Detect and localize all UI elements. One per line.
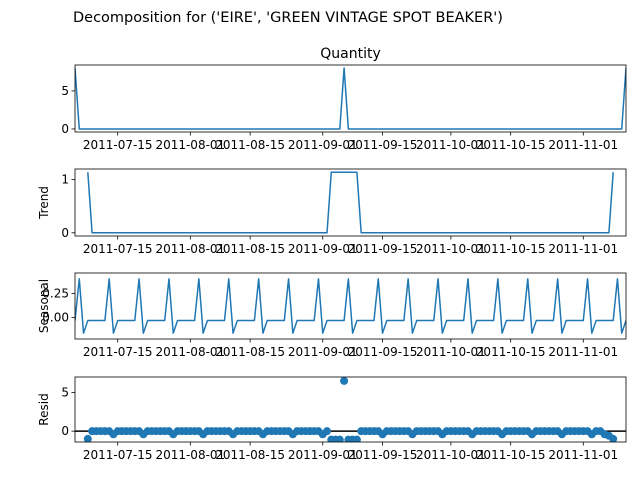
axes-frame <box>74 168 627 237</box>
x-tick-label: 2011-09-15 <box>348 138 418 152</box>
x-tick-label: 2011-10-01 <box>416 242 486 256</box>
x-tick-label: 2011-08-01 <box>155 448 225 462</box>
series-line <box>87 171 614 234</box>
x-tick-label: 2011-08-15 <box>215 448 285 462</box>
resid-point <box>609 434 618 442</box>
x-tick-label: 2011-11-01 <box>548 138 618 152</box>
x-tick-label: 2011-08-15 <box>215 345 285 359</box>
x-tick-label: 2011-10-01 <box>416 345 486 359</box>
x-tick-label: 2011-07-15 <box>83 242 153 256</box>
resid-point <box>335 435 344 442</box>
x-tick-label: 2011-07-15 <box>83 448 153 462</box>
y-tick-label: 5 <box>61 84 69 98</box>
resid-point <box>340 377 349 385</box>
x-tick-label: 2011-09-15 <box>348 345 418 359</box>
x-tick-label: 2011-10-01 <box>416 138 486 152</box>
x-tick-label: 2011-10-15 <box>476 345 546 359</box>
data-layer <box>75 67 626 130</box>
x-tick-label: 2011-07-15 <box>83 138 153 152</box>
x-tick-label: 2011-10-15 <box>476 138 546 152</box>
resid-point <box>352 435 361 442</box>
x-tick-label: 2011-09-01 <box>288 242 358 256</box>
data-layer <box>75 278 626 334</box>
data-layer <box>87 171 614 234</box>
data-layer <box>75 377 626 442</box>
x-tick-label: 2011-11-01 <box>548 448 618 462</box>
resid-point <box>83 434 92 442</box>
trend-axis-label: Trend <box>37 186 51 220</box>
series-line <box>75 67 626 130</box>
x-tick-label: 2011-11-01 <box>548 345 618 359</box>
x-tick-label: 2011-10-01 <box>416 448 486 462</box>
x-tick-label: 2011-11-01 <box>548 242 618 256</box>
x-tick-label: 2011-09-01 <box>288 448 358 462</box>
x-tick-label: 2011-09-01 <box>288 138 358 152</box>
x-tick-label: 2011-07-15 <box>83 345 153 359</box>
x-tick-label: 2011-08-15 <box>215 138 285 152</box>
x-tick-label: 2011-09-01 <box>288 345 358 359</box>
axes-frame <box>74 64 627 133</box>
x-tick-label: 2011-08-01 <box>155 138 225 152</box>
y-tick-label: 0.00 <box>42 311 69 325</box>
x-tick-label: 2011-08-15 <box>215 242 285 256</box>
axes-frame <box>74 376 627 443</box>
series-line <box>75 278 626 334</box>
resid-point <box>323 427 332 436</box>
axes-frame <box>74 272 627 340</box>
y-tick-label: 0 <box>61 424 69 438</box>
y-tick-label: 0.25 <box>42 286 69 300</box>
y-tick-label: 0 <box>61 122 69 136</box>
panel-1: Quantity 0 5 2011-07-15 2011-08-012011-08-15… <box>61 46 627 152</box>
x-tick-label: 2011-09-15 <box>348 242 418 256</box>
y-tick-label: 0 <box>61 226 69 240</box>
x-tick-label: 2011-10-15 <box>476 242 546 256</box>
panel-title: Quantity <box>320 46 381 62</box>
x-tick-label: 2011-10-15 <box>476 448 546 462</box>
y-tick-label: 5 <box>61 385 69 399</box>
x-tick-label: 2011-08-01 <box>155 345 225 359</box>
seasonal-axis-label: Seasonal <box>37 279 51 333</box>
x-tick-label: 2011-09-15 <box>348 448 418 462</box>
y-tick-label: 1 <box>61 173 69 187</box>
resid-axis-label: Resid <box>37 393 51 425</box>
x-tick-label: 2011-08-01 <box>155 242 225 256</box>
figure-suptitle: Decomposition for ('EIRE', 'GREEN VINTAG… <box>73 10 503 26</box>
